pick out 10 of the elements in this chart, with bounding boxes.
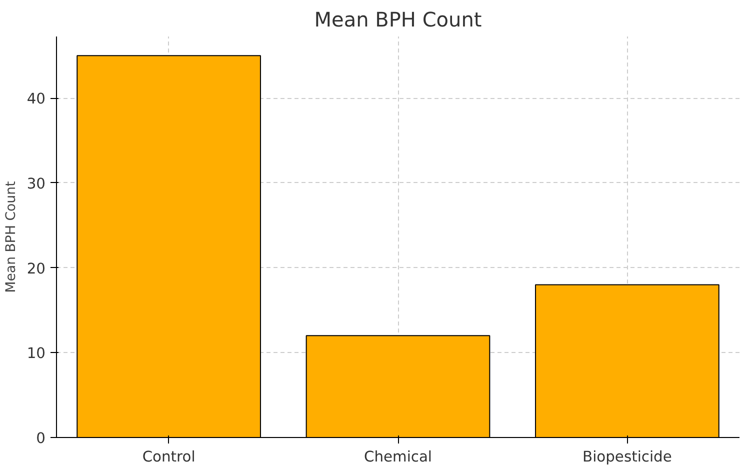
x-tick-label: Control xyxy=(142,448,196,466)
x-tick-label: Biopesticide xyxy=(582,448,672,466)
y-tick-label: 40 xyxy=(26,90,46,108)
y-axis-title: Mean BPH Count xyxy=(4,181,19,293)
chart-title: Mean BPH Count xyxy=(314,8,482,32)
x-tick-label: Chemical xyxy=(364,448,432,466)
y-tick-label: 10 xyxy=(26,345,46,362)
y-tick-label: 30 xyxy=(26,175,46,192)
y-tick-label: 20 xyxy=(26,260,46,278)
y-tick-label: 0 xyxy=(36,430,46,447)
